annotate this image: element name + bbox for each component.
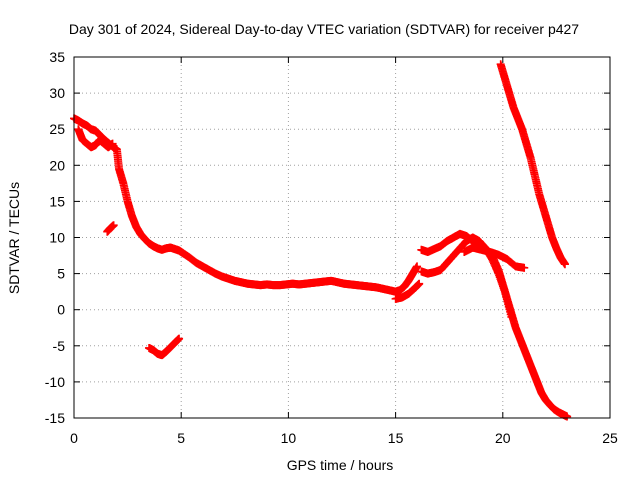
y-tick-label: -15 [45, 410, 65, 426]
data-point [108, 139, 117, 148]
y-tick-label: 30 [49, 85, 65, 101]
x-tick-label: 0 [70, 430, 78, 446]
data-series [496, 60, 569, 269]
data-points [70, 60, 572, 421]
data-point [175, 334, 184, 343]
x-tick-label: 5 [177, 430, 185, 446]
data-series [74, 125, 117, 152]
data-point [109, 221, 118, 230]
tick-labels: 0 5 10 15 20 25 -15 -10 -5 0 5 10 15 20 25 30 35 [45, 49, 618, 446]
y-tick-label: 15 [49, 193, 65, 209]
chart-title: Day 301 of 2024, Sidereal Day-to-day VTE… [69, 21, 579, 37]
y-tick-label: 25 [49, 121, 65, 137]
y-axis-title: SDTVAR / TECUs [6, 182, 22, 294]
data-series [391, 279, 424, 303]
y-tick-label: 35 [49, 49, 65, 65]
x-tick-label: 10 [281, 430, 297, 446]
data-series [103, 221, 118, 236]
y-tick-label: -10 [45, 374, 65, 390]
x-tick-label: 15 [388, 430, 404, 446]
grid [74, 57, 610, 418]
y-tick-label: 10 [49, 230, 65, 246]
y-tick-label: 5 [57, 266, 65, 282]
data-point [507, 312, 516, 321]
data-point [413, 262, 422, 271]
plot-frame [73, 56, 611, 419]
data-series [460, 243, 529, 272]
x-tick-label: 25 [602, 430, 618, 446]
y-tick-label: 0 [57, 302, 65, 318]
data-series [145, 334, 184, 360]
data-point [560, 260, 569, 269]
data-point [563, 412, 572, 421]
data-point [520, 263, 529, 272]
y-tick-label: 20 [49, 157, 65, 173]
data-point [415, 279, 424, 288]
x-axis-title: GPS time / hours [287, 457, 394, 473]
y-tick-label: -5 [53, 338, 66, 354]
x-tick-label: 20 [495, 430, 511, 446]
